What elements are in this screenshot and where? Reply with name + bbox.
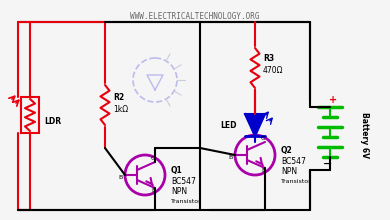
Text: E: E [151, 187, 155, 192]
Text: NPN: NPN [281, 167, 297, 176]
Text: R2: R2 [113, 92, 124, 101]
Text: B: B [229, 154, 233, 160]
Text: WWW.ELECTRICALTECHNOLOGY.ORG: WWW.ELECTRICALTECHNOLOGY.ORG [130, 12, 260, 21]
Text: Transistor: Transistor [171, 198, 202, 204]
Text: BC547: BC547 [281, 156, 306, 165]
Text: NPN: NPN [171, 187, 187, 196]
Bar [21, 97, 39, 133]
Text: C: C [261, 136, 265, 141]
Text: LDR: LDR [44, 117, 61, 125]
Text: Q2: Q2 [281, 145, 293, 154]
Polygon shape [245, 114, 265, 136]
Text: 470Ω: 470Ω [263, 66, 284, 75]
Text: Battery 6V: Battery 6V [360, 112, 369, 158]
Text: R3: R3 [263, 53, 274, 62]
Text: Transistor: Transistor [281, 178, 312, 183]
Text: B: B [119, 174, 123, 180]
Text: +: + [329, 95, 337, 105]
Text: LED: LED [220, 121, 236, 130]
Text: Q1: Q1 [171, 165, 183, 174]
Text: C: C [151, 156, 155, 161]
Text: E: E [261, 167, 265, 172]
Text: 1kΩ: 1kΩ [113, 104, 128, 114]
Text: −: − [323, 159, 333, 169]
Text: BC547: BC547 [171, 176, 196, 185]
